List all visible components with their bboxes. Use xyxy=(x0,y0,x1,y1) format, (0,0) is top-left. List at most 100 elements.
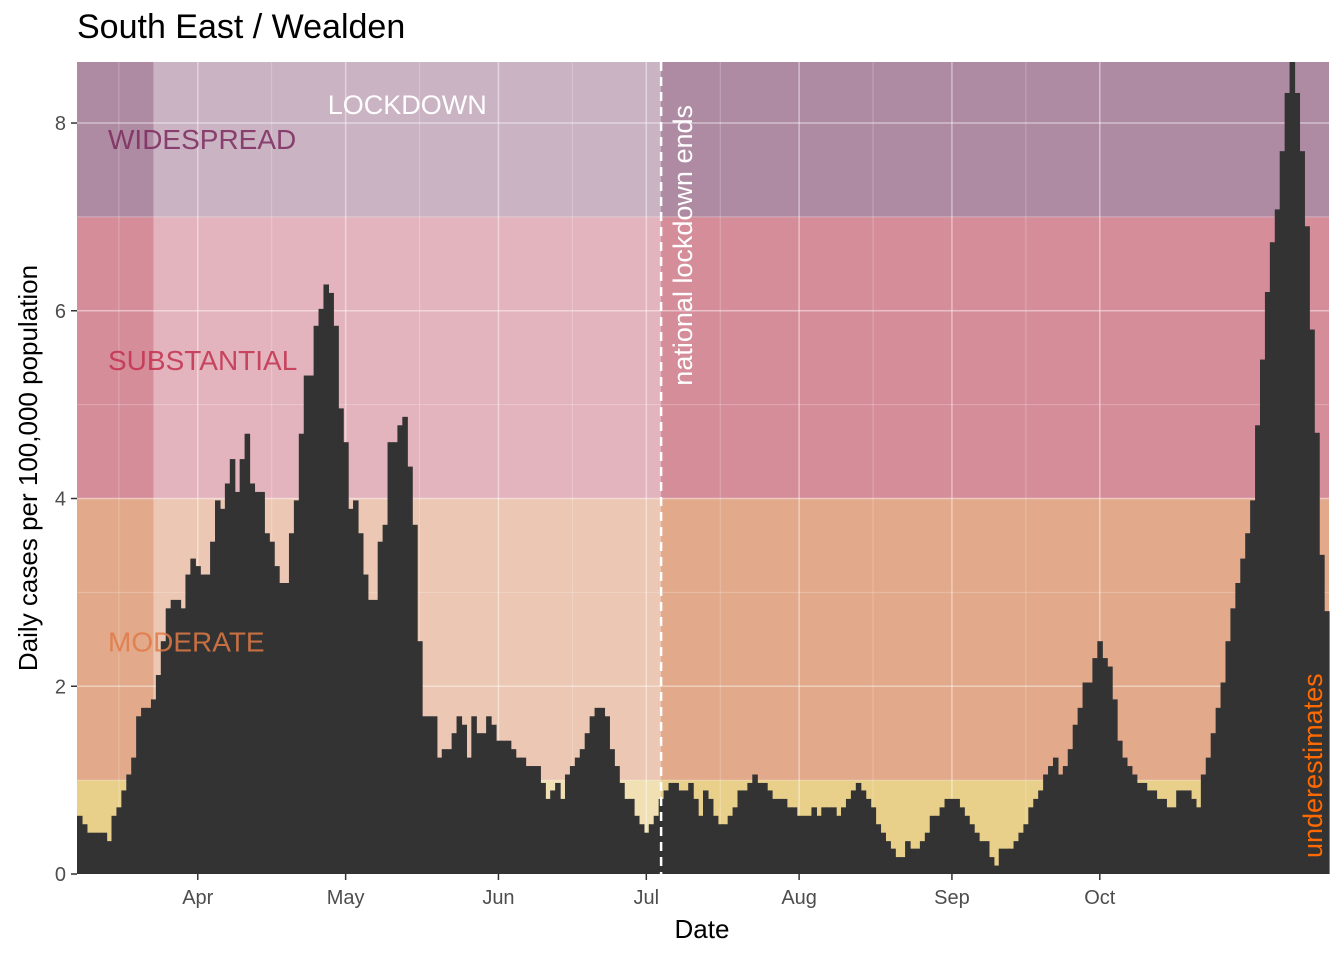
bar xyxy=(1250,500,1256,874)
bar xyxy=(284,582,290,874)
bar xyxy=(146,707,152,874)
bar xyxy=(614,766,620,874)
bar xyxy=(890,848,896,874)
bar xyxy=(362,574,369,874)
bar xyxy=(1264,291,1271,875)
bar xyxy=(1112,699,1118,874)
bar xyxy=(407,466,413,874)
bar xyxy=(1057,774,1064,874)
x-tick-label: Apr xyxy=(182,887,213,909)
bar xyxy=(929,815,936,874)
bar xyxy=(589,716,596,874)
bar xyxy=(1048,766,1054,874)
bar xyxy=(732,807,739,874)
grid-layer xyxy=(77,62,1329,875)
zone-label-widespread: WIDESPREAD xyxy=(108,124,296,155)
bar xyxy=(762,782,768,874)
lockdown-end-label: national lockdown ends xyxy=(668,105,698,386)
x-tick-label: May xyxy=(327,887,365,909)
bar xyxy=(1284,92,1291,875)
bar xyxy=(993,865,1000,874)
bar xyxy=(308,375,315,874)
bar xyxy=(515,757,522,874)
bar xyxy=(1181,790,1187,874)
bar xyxy=(1141,782,1148,874)
bar xyxy=(500,740,507,874)
bar xyxy=(1082,682,1089,874)
bar xyxy=(1087,682,1094,874)
bar xyxy=(737,790,744,874)
bar xyxy=(422,716,428,874)
bar xyxy=(303,375,310,874)
bar xyxy=(836,815,842,874)
bar xyxy=(850,790,857,874)
bar xyxy=(165,608,172,874)
bar xyxy=(855,782,862,874)
bar xyxy=(1309,329,1315,874)
bar xyxy=(791,807,798,874)
bar xyxy=(1052,757,1059,874)
bar xyxy=(244,433,251,874)
bar xyxy=(560,798,566,874)
bar xyxy=(806,815,813,874)
bar xyxy=(1033,798,1039,874)
bar xyxy=(106,841,113,874)
bar xyxy=(1077,707,1084,874)
bar xyxy=(599,707,606,874)
bar xyxy=(1131,774,1138,874)
bar xyxy=(338,408,344,874)
bar xyxy=(1299,151,1305,874)
bar xyxy=(939,807,946,874)
bar xyxy=(1190,798,1197,874)
bar xyxy=(722,824,729,874)
bar xyxy=(880,832,886,874)
bar xyxy=(1072,724,1079,874)
bar xyxy=(1043,774,1049,874)
bar xyxy=(170,599,177,874)
bar xyxy=(1245,533,1251,874)
bar xyxy=(905,841,911,874)
bar xyxy=(1107,666,1113,874)
bar xyxy=(703,790,709,874)
bar xyxy=(121,790,127,874)
bar xyxy=(629,798,635,874)
bar xyxy=(1289,62,1296,874)
bar xyxy=(328,292,334,875)
bar xyxy=(1176,790,1182,874)
bar xyxy=(481,733,487,874)
bar xyxy=(205,574,211,874)
bar xyxy=(1259,359,1266,874)
bar xyxy=(239,459,246,874)
bar xyxy=(141,707,147,874)
bar xyxy=(895,857,901,874)
bar xyxy=(357,533,364,874)
bar xyxy=(1304,226,1310,874)
x-axis-title: Date xyxy=(675,914,730,944)
bar xyxy=(555,782,561,874)
bar xyxy=(279,582,285,874)
annotation-layer: national lockdown ends LOCKDOWN underestim… xyxy=(328,62,1328,874)
bar xyxy=(293,500,300,874)
bar xyxy=(786,807,793,874)
bar xyxy=(875,824,882,874)
bar xyxy=(1136,782,1143,874)
bar xyxy=(988,857,995,874)
bar xyxy=(821,807,827,874)
bar xyxy=(1215,707,1222,874)
bar xyxy=(707,798,714,874)
bar xyxy=(663,790,670,874)
zone-label-substantial: SUBSTANTIAL xyxy=(108,345,297,376)
y-tick-label: 0 xyxy=(55,864,66,886)
y-axis-title: Daily cases per 100,000 population xyxy=(13,265,43,671)
bar xyxy=(264,533,270,874)
bar xyxy=(195,566,201,874)
bar xyxy=(693,798,699,874)
bar xyxy=(1161,798,1167,874)
bar xyxy=(210,541,216,874)
bar xyxy=(550,790,556,874)
bar xyxy=(643,832,650,874)
bar xyxy=(826,807,832,874)
bar xyxy=(1255,425,1261,874)
bar xyxy=(860,790,867,874)
